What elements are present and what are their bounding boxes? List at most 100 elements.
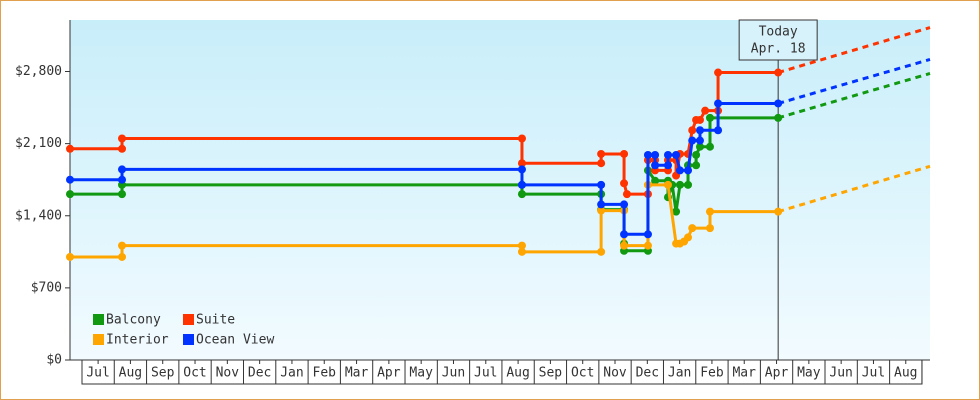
point [517,159,526,168]
projection-line [777,58,931,105]
x-tick-label: Nov [216,366,240,381]
point [692,150,701,159]
projection-line [777,72,931,120]
point [688,126,697,135]
x-tick-label: Feb [700,366,724,381]
point [118,175,127,184]
point [66,252,74,261]
point [714,68,723,77]
point [705,224,714,233]
legend-label: Balcony [106,313,161,328]
today-label: Apr. 18 [751,42,806,57]
point [66,175,74,184]
x-tick-label: Mar [732,366,756,381]
projection-line [777,164,931,214]
y-tick-label: $2,800 [15,64,62,79]
today-label: Today [759,25,798,40]
point [597,206,606,215]
x-tick-label: Jul [86,366,109,381]
point [517,241,526,250]
legend-swatch [93,314,104,325]
point [643,150,652,159]
point [517,134,526,143]
x-tick-label: Dec [636,366,659,381]
point [651,176,660,185]
point [705,113,714,122]
point [675,166,684,175]
point [597,247,606,256]
point [620,179,629,188]
point [675,180,684,189]
projection-line [777,26,931,74]
x-tick-label: Apr [377,366,401,381]
x-tick-label: Sep [539,366,563,381]
point [118,144,127,153]
legend-swatch [183,334,194,345]
point [714,126,723,135]
point [597,159,606,168]
point [517,180,526,189]
point [663,161,672,170]
point [66,144,74,153]
point [620,230,629,239]
point [663,150,672,159]
y-tick-label: $1,400 [15,208,62,223]
y-tick-label: $0 [46,353,62,368]
point [517,165,526,174]
point [774,113,783,122]
point [774,99,783,108]
point [643,230,652,239]
point [597,180,606,189]
today-box [738,19,818,61]
x-tick-label: Sep [151,366,175,381]
legend-label: Suite [196,313,235,328]
x-tick-label: Jul [862,366,885,381]
x-tick-label: Jun [829,366,852,381]
plot-area [70,20,930,360]
point [692,161,701,170]
x-tick-label: Jul [474,366,497,381]
point [66,190,74,199]
point [714,99,723,108]
point [684,233,693,242]
point [118,241,127,250]
point [701,106,710,115]
point [705,207,714,216]
point [663,180,672,189]
point [651,161,660,170]
point [672,150,681,159]
x-tick-label: Oct [183,366,206,381]
point [688,224,697,233]
point [643,241,652,250]
point [597,149,606,158]
legend-swatch [93,334,104,345]
x-tick-label: Aug [119,366,142,381]
x-tick-label: Jun [442,366,465,381]
x-tick-label: Nov [603,366,627,381]
point [517,190,526,199]
point [695,142,704,151]
x-tick-label: Jan [280,366,303,381]
x-tick-label: Aug [506,366,529,381]
point [684,180,693,189]
x-tick-label: Feb [313,366,337,381]
x-tick-label: Apr [765,366,789,381]
point [118,134,127,143]
point [695,115,704,124]
point [620,200,629,209]
legend-label: Ocean View [196,333,274,348]
x-tick-label: Mar [345,366,369,381]
x-tick-label: May [797,366,821,381]
x-tick-label: Dec [248,366,271,381]
x-tick-label: May [409,366,433,381]
point [118,165,127,174]
x-tick-label: Oct [571,366,594,381]
point [651,150,660,159]
point [517,247,526,256]
point [688,136,697,145]
point [684,166,693,175]
y-tick-label: $2,100 [15,136,62,151]
point [118,190,127,199]
